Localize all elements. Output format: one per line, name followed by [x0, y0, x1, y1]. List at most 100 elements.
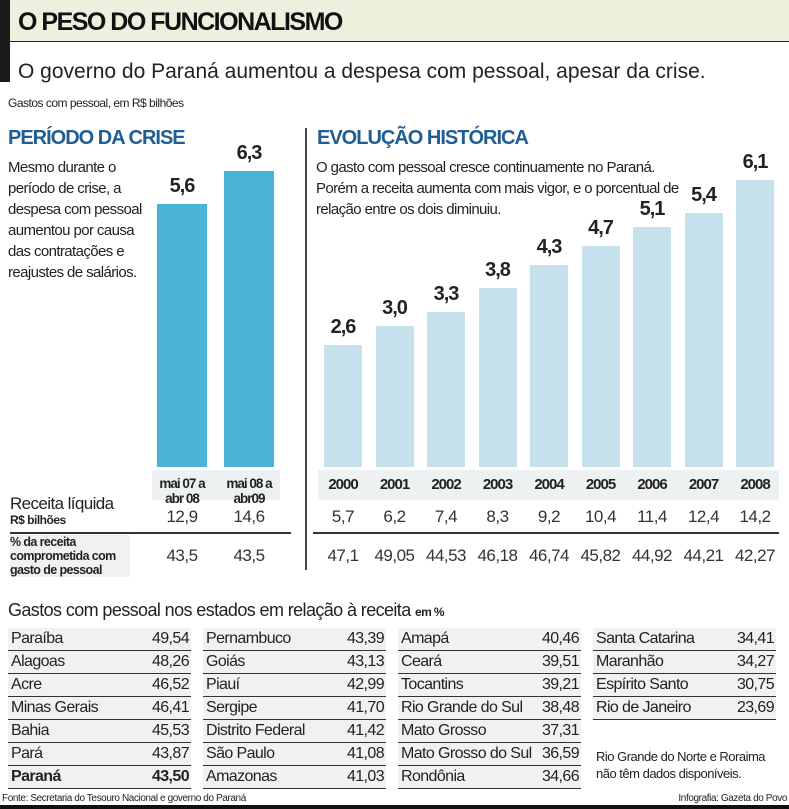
table-row: Mato Grosso do Sul 36,59: [398, 743, 581, 766]
table-row: Minas Gerais 46,41: [8, 697, 191, 720]
data-label: 3,0: [382, 297, 408, 319]
state-value: 41,03: [346, 768, 385, 785]
state-name: Sergipe: [206, 699, 258, 716]
state-value: 37,31: [541, 722, 580, 739]
table-row: Espírito Santo 30,75: [593, 674, 776, 697]
state-value: 41,08: [346, 745, 385, 762]
state-value: 41,42: [346, 722, 385, 739]
data-label: 4,3: [536, 235, 563, 258]
bar: [478, 288, 517, 467]
bar: [581, 246, 620, 467]
x-tick-label: 2008: [740, 476, 770, 493]
receita-value: 14,6: [233, 507, 265, 526]
history-heading: EVOLUÇÃO HISTÓRICA: [317, 127, 529, 149]
state-name: Ceará: [401, 653, 442, 670]
table-row: Bahia 45,53: [8, 720, 191, 743]
state-name: Mato Grosso do Sul: [401, 745, 532, 762]
state-name: Amazonas: [206, 768, 277, 785]
states-column: Paraíba 49,54 Alagoas 48,26 Acre 46,52 Minas G…: [8, 628, 191, 789]
states-title: Gastos com pessoal nos estados em relaçã…: [8, 600, 445, 621]
x-tick-label: mai 07 a abr 08: [159, 476, 205, 506]
state-value: 49,54: [151, 630, 190, 647]
history-axis-panel: [318, 470, 779, 500]
receita-value: 5,7: [331, 507, 355, 526]
table-row: Acre 46,52: [8, 674, 191, 697]
pct-value: 46,18: [477, 546, 518, 565]
state-name: Santa Catarina: [596, 630, 695, 647]
state-name: Rio de Janeiro: [596, 699, 691, 716]
bar: [324, 344, 362, 467]
pct-value: 44,21: [683, 546, 724, 565]
x-tick-label: 2004: [534, 476, 564, 493]
bar: [224, 170, 274, 467]
bar: [633, 227, 671, 467]
state-name: Acre: [11, 676, 42, 693]
bar: [736, 180, 774, 467]
table-row: Paraná 43,50: [8, 766, 191, 789]
table-row: Alagoas 48,26: [8, 651, 191, 674]
state-name: São Paulo: [206, 745, 275, 762]
state-value: 48,26: [151, 653, 190, 670]
state-name: Paraíba: [11, 630, 63, 647]
receita-label: Receita líquida: [10, 494, 114, 513]
receita-value: 12,9: [166, 507, 198, 526]
state-value: 41,70: [346, 699, 385, 716]
table-row: São Paulo 41,08: [203, 743, 386, 766]
x-tick-label: 2007: [688, 476, 719, 493]
receita-value: 11,4: [637, 507, 667, 526]
state-name: Mato Grosso: [401, 722, 487, 739]
table-row: Mato Grosso 37,31: [398, 720, 581, 743]
state-name: Espírito Santo: [596, 676, 689, 693]
bottom-bar: [0, 805, 789, 809]
state-value: 43,39: [346, 630, 385, 647]
state-value: 39,51: [541, 653, 580, 670]
history-description: O gasto com pessoal cresce continuamente…: [316, 159, 679, 218]
crisis-description: Mesmo durante o período de crise, a desp…: [8, 159, 142, 281]
data-label: 4,7: [588, 217, 614, 240]
bar: [375, 326, 414, 467]
bar: [684, 213, 723, 467]
data-label: 6,1: [742, 151, 769, 174]
state-name: Rondônia: [401, 768, 465, 785]
state-value: 40,46: [541, 630, 580, 647]
row-divider: [10, 532, 245, 534]
receita-unit: R$ bilhões: [10, 513, 66, 527]
state-name: Pernambuco: [206, 630, 291, 647]
table-row: Amapá 40,46: [398, 628, 581, 651]
data-label: 3,3: [433, 282, 460, 305]
accent-bar: [0, 0, 10, 82]
data-label: 2,6: [330, 315, 357, 338]
table-row: Maranhão 34,27: [593, 651, 776, 674]
receita-value: 7,4: [434, 507, 458, 526]
bar: [530, 264, 568, 467]
credit: Infografia: Gazeta do Povo: [678, 793, 787, 804]
receita-value: 8,3: [486, 507, 509, 526]
divider: [305, 128, 307, 570]
x-tick-label: mai 08 a abr09: [226, 476, 272, 506]
x-tick-label: 2001: [379, 476, 410, 493]
table-row: Paraíba 49,54: [8, 628, 191, 651]
x-tick-label: 2006: [637, 476, 667, 493]
state-value: 38,48: [541, 699, 580, 716]
unit-label: Gastos com pessoal, em R$ bilhões: [8, 96, 184, 110]
pct-value: 45,82: [580, 546, 621, 565]
crisis-axis-panel: [152, 470, 280, 500]
state-value: 30,75: [736, 676, 775, 693]
table-row: Santa Catarina 34,41: [593, 628, 776, 651]
page-title: O PESO DO FUNCIONALISMO: [18, 8, 343, 36]
source: Fonte: Secretaria do Tesouro Nacional e …: [2, 793, 246, 804]
data-label: 5,1: [639, 198, 666, 221]
table-row: Rio Grande do Sul 38,48: [398, 697, 581, 720]
table-row: Pernambuco 43,39: [203, 628, 386, 651]
table-row: Amazonas 41,03: [203, 766, 386, 789]
state-name: Paraná: [11, 768, 61, 785]
state-name: Goiás: [206, 653, 245, 670]
row-divider: [131, 532, 291, 534]
pct-value: 42,27: [734, 546, 776, 565]
table-row: Sergipe 41,70: [203, 697, 386, 720]
state-value: 46,52: [151, 676, 190, 693]
state-name: Tocantins: [401, 676, 464, 693]
states-note: Rio Grande do Norte e Roraima não têm da…: [596, 749, 766, 781]
table-row: Piauí 42,99: [203, 674, 386, 697]
data-label: 5,4: [691, 184, 717, 207]
